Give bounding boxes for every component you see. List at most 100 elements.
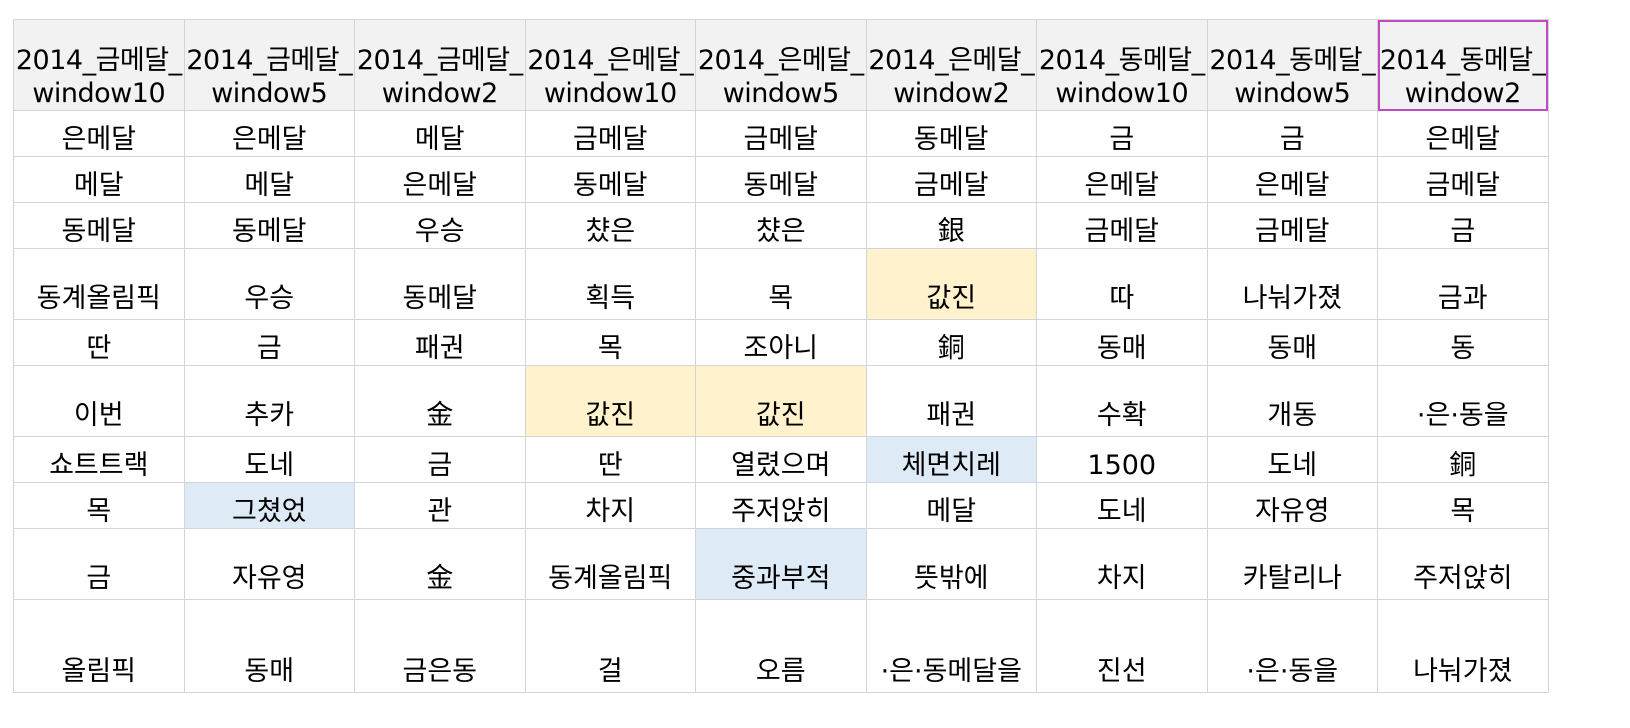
table-cell[interactable]: 銀 bbox=[865, 202, 1037, 249]
table-cell[interactable]: 도네 bbox=[1036, 482, 1208, 529]
table-cell[interactable]: 은메달 bbox=[1036, 156, 1208, 203]
table-cell[interactable]: ·은·동을 bbox=[1377, 365, 1549, 437]
table-cell[interactable]: 자유영 bbox=[183, 528, 355, 600]
table-cell[interactable]: 금과 bbox=[1377, 248, 1549, 320]
table-cell[interactable]: 쇼트트랙 bbox=[13, 436, 185, 483]
table-cell[interactable]: 주저앉히 bbox=[1377, 528, 1549, 600]
table-cell[interactable]: 오름 bbox=[695, 599, 867, 693]
table-cell[interactable]: 동계올림픽 bbox=[524, 528, 696, 600]
column-header[interactable]: 2014_동메달_ window5 bbox=[1206, 19, 1378, 111]
table-cell[interactable]: 목 bbox=[13, 482, 185, 529]
table-cell[interactable]: 패권 bbox=[865, 365, 1037, 437]
table-cell[interactable]: 메달 bbox=[183, 156, 355, 203]
table-cell[interactable]: 동메달 bbox=[524, 156, 696, 203]
table-cell[interactable]: 목 bbox=[695, 248, 867, 320]
table-cell[interactable]: 나눠가졌 bbox=[1206, 248, 1378, 320]
column-header[interactable]: 2014_금메달_ window2 bbox=[354, 19, 526, 111]
table-cell[interactable]: 메달 bbox=[13, 156, 185, 203]
table-cell[interactable]: 수확 bbox=[1036, 365, 1208, 437]
column-header[interactable]: 2014_은메달_ window2 bbox=[865, 19, 1037, 111]
table-cell[interactable]: 걸 bbox=[524, 599, 696, 693]
table-cell[interactable]: 메달 bbox=[354, 110, 526, 157]
table-cell[interactable]: 개동 bbox=[1206, 365, 1378, 437]
table-cell-highlighted[interactable]: 체면치레 bbox=[865, 436, 1037, 483]
table-cell[interactable]: 1500 bbox=[1036, 436, 1208, 483]
column-header[interactable]: 2014_금메달_ window5 bbox=[183, 19, 355, 111]
table-cell[interactable]: 나눠가졌 bbox=[1377, 599, 1549, 693]
table-cell[interactable]: 차지 bbox=[524, 482, 696, 529]
table-cell-highlighted[interactable]: 값진 bbox=[524, 365, 696, 437]
table-cell[interactable]: 목 bbox=[524, 319, 696, 366]
table-cell[interactable]: 추카 bbox=[183, 365, 355, 437]
table-cell[interactable]: 도네 bbox=[183, 436, 355, 483]
table-cell[interactable]: 챴은 bbox=[524, 202, 696, 249]
table-cell[interactable]: 동매 bbox=[183, 599, 355, 693]
column-header-line1: 2014_동메달_ bbox=[1379, 45, 1546, 76]
table-cell[interactable]: 금 bbox=[183, 319, 355, 366]
table-cell[interactable]: 진선 bbox=[1036, 599, 1208, 693]
table-cell[interactable]: 동메달 bbox=[865, 110, 1037, 157]
table-cell[interactable]: 동계올림픽 bbox=[13, 248, 185, 320]
table-cell[interactable]: 챴은 bbox=[695, 202, 867, 249]
table-cell[interactable]: 은메달 bbox=[183, 110, 355, 157]
table-cell[interactable]: 주저앉히 bbox=[695, 482, 867, 529]
table-cell[interactable]: 동메달 bbox=[695, 156, 867, 203]
table-cell[interactable]: 열렸으며 bbox=[695, 436, 867, 483]
table-cell[interactable]: 금메달 bbox=[1206, 202, 1378, 249]
table-cell[interactable]: 은메달 bbox=[1377, 110, 1549, 157]
table-cell[interactable]: 이번 bbox=[13, 365, 185, 437]
table-cell[interactable]: 카탈리나 bbox=[1206, 528, 1378, 600]
table-cell[interactable]: 은메달 bbox=[13, 110, 185, 157]
table-cell[interactable]: 우승 bbox=[354, 202, 526, 249]
table-cell[interactable]: 동메달 bbox=[183, 202, 355, 249]
table-cell[interactable]: 따 bbox=[1036, 248, 1208, 320]
table-cell[interactable]: 동메달 bbox=[354, 248, 526, 320]
table-cell[interactable]: 차지 bbox=[1036, 528, 1208, 600]
column-header[interactable]: 2014_동메달_ window10 bbox=[1036, 19, 1208, 111]
table-cell[interactable]: 올림픽 bbox=[13, 599, 185, 693]
table-cell-highlighted[interactable]: 그쳤었 bbox=[183, 482, 355, 529]
table-cell-highlighted[interactable]: 중과부적 bbox=[695, 528, 867, 600]
table-cell[interactable]: 우승 bbox=[183, 248, 355, 320]
table-cell[interactable]: 金 bbox=[354, 365, 526, 437]
table-cell[interactable]: 동 bbox=[1377, 319, 1549, 366]
table-cell[interactable]: 도네 bbox=[1206, 436, 1378, 483]
table-cell[interactable]: 동매 bbox=[1036, 319, 1208, 366]
table-cell[interactable]: 金 bbox=[354, 528, 526, 600]
table-cell[interactable]: 금메달 bbox=[865, 156, 1037, 203]
table-cell[interactable]: 금 bbox=[1206, 110, 1378, 157]
table-cell[interactable]: 메달 bbox=[865, 482, 1037, 529]
table-cell[interactable]: 목 bbox=[1377, 482, 1549, 529]
column-header-selected[interactable]: 2014_동메달_ window2 bbox=[1377, 19, 1549, 111]
table-cell[interactable]: 금메달 bbox=[524, 110, 696, 157]
table-cell[interactable]: 은메달 bbox=[354, 156, 526, 203]
table-cell[interactable]: 관 bbox=[354, 482, 526, 529]
table-cell[interactable]: ·은·동을 bbox=[1206, 599, 1378, 693]
column-header[interactable]: 2014_은메달_ window10 bbox=[524, 19, 696, 111]
table-cell[interactable]: 銅 bbox=[1377, 436, 1549, 483]
table-cell[interactable]: 뜻밖에 bbox=[865, 528, 1037, 600]
table-cell[interactable]: 금은동 bbox=[354, 599, 526, 693]
table-cell[interactable]: 동메달 bbox=[13, 202, 185, 249]
table-cell[interactable]: 금메달 bbox=[695, 110, 867, 157]
table-cell[interactable]: 銅 bbox=[865, 319, 1037, 366]
table-cell[interactable]: 획득 bbox=[524, 248, 696, 320]
table-cell[interactable]: 금 bbox=[1036, 110, 1208, 157]
table-cell[interactable]: 금메달 bbox=[1377, 156, 1549, 203]
table-cell[interactable]: 딴 bbox=[13, 319, 185, 366]
table-cell[interactable]: 자유영 bbox=[1206, 482, 1378, 529]
table-cell[interactable]: 은메달 bbox=[1206, 156, 1378, 203]
column-header[interactable]: 2014_은메달_ window5 bbox=[695, 19, 867, 111]
table-cell[interactable]: 금 bbox=[354, 436, 526, 483]
table-cell[interactable]: 딴 bbox=[524, 436, 696, 483]
table-cell[interactable]: 조아니 bbox=[695, 319, 867, 366]
table-cell-highlighted[interactable]: 값진 bbox=[865, 248, 1037, 320]
table-cell[interactable]: 패권 bbox=[354, 319, 526, 366]
table-cell-highlighted[interactable]: 값진 bbox=[695, 365, 867, 437]
table-cell[interactable]: 금메달 bbox=[1036, 202, 1208, 249]
table-cell[interactable]: 금 bbox=[1377, 202, 1549, 249]
table-cell[interactable]: 동매 bbox=[1206, 319, 1378, 366]
table-cell[interactable]: ·은·동메달을 bbox=[865, 599, 1037, 693]
table-cell[interactable]: 금 bbox=[13, 528, 185, 600]
column-header[interactable]: 2014_금메달_ window10 bbox=[13, 19, 185, 111]
